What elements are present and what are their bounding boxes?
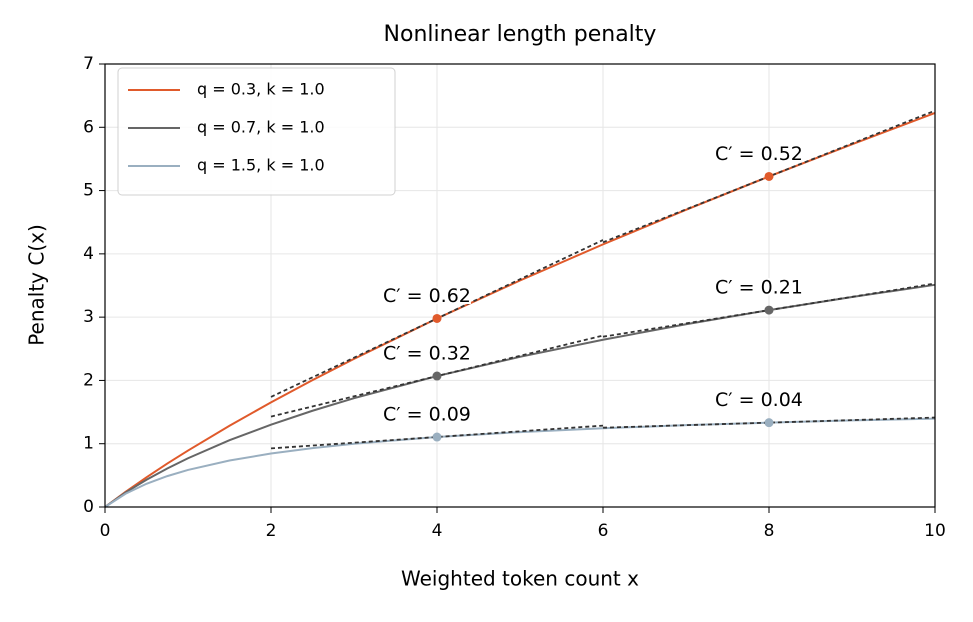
x-tick-label: 8 [764,521,775,541]
tangent-line [602,416,936,429]
point-marker [764,171,774,181]
y-tick-label: 2 [83,370,94,390]
legend-label: q = 1.5, k = 1.0 [197,156,325,175]
x-tick-label: 10 [924,521,946,541]
point-marker [764,305,774,315]
line-series [104,417,936,508]
y-tick-label: 5 [83,181,94,201]
point-marker [432,432,442,442]
y-tick-label: 7 [83,54,94,74]
slope-label: C′ = 0.52 [715,143,803,165]
slope-label: C′ = 0.21 [715,277,803,299]
line-series [104,283,936,508]
y-tick-label: 6 [83,117,94,137]
slope-label: C′ = 0.32 [383,343,471,365]
x-tick-label: 6 [598,521,609,541]
legend-box [117,67,396,196]
slope-label: C′ = 0.62 [383,285,471,307]
x-axis-label: Weighted token count x [401,567,639,591]
slope-label: C′ = 0.09 [383,404,471,426]
x-tick-label: 0 [100,521,111,541]
y-axis-label: Penalty C(x) [25,224,49,346]
slope-label: C′ = 0.04 [715,389,803,411]
y-tick-label: 0 [83,497,94,517]
y-tick-label: 3 [83,307,94,327]
plot-frame [104,63,936,508]
point-marker [764,418,774,428]
legend-label: q = 0.3, k = 1.0 [197,80,325,99]
legend: q = 0.3, k = 1.0 q = 0.7, k = 1.0 q = 1.5,… [117,67,396,196]
legend-label: q = 0.7, k = 1.0 [197,118,325,137]
point-marker [432,313,442,323]
y-tick-label: 4 [83,244,94,264]
x-tick-label: 4 [432,521,443,541]
chart-title: Nonlinear length penalty [384,22,657,47]
y-tick-label: 1 [83,434,94,454]
x-tick-label: 2 [266,521,277,541]
point-marker [432,371,442,381]
